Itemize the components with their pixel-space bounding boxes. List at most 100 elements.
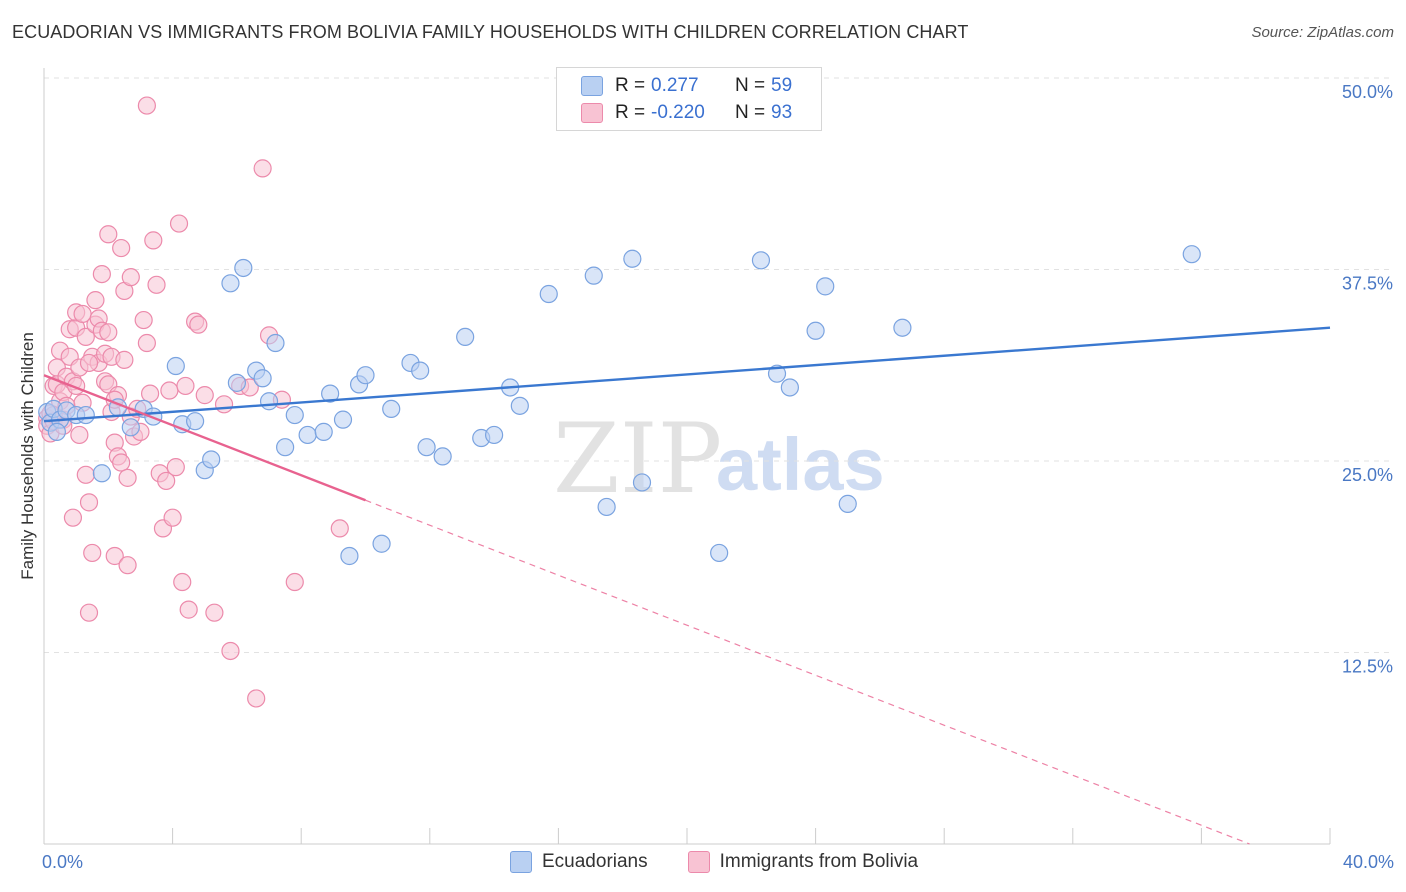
data-point <box>163 508 182 527</box>
data-point <box>79 493 99 512</box>
data-point <box>710 543 729 563</box>
legend-row-ecuadorians: R = 0.277 N = 59 <box>581 73 792 99</box>
n-value: 93 <box>771 102 793 123</box>
watermark: ZIP atlas <box>553 403 885 515</box>
data-point <box>767 364 787 383</box>
data-point <box>623 249 642 268</box>
data-point <box>179 600 198 619</box>
axes <box>43 68 1331 845</box>
legend-item-bolivia[interactable]: Immigrants from Bolivia <box>687 851 919 873</box>
data-point <box>144 231 163 250</box>
legend-label-bolivia: Immigrants from Bolivia <box>719 851 919 872</box>
data-point <box>285 572 304 592</box>
data-point <box>189 315 208 334</box>
data-point <box>221 274 240 293</box>
data-point <box>298 425 317 445</box>
chart-title: ECUADORIAN VS IMMIGRANTS FROM BOLIVIA FA… <box>12 22 969 42</box>
data-point <box>166 356 185 376</box>
data-point <box>76 327 95 347</box>
data-point <box>214 395 234 414</box>
data-point <box>1182 245 1201 264</box>
data-point <box>195 386 214 405</box>
data-point <box>259 392 279 411</box>
data-point <box>333 410 353 429</box>
data-point <box>112 453 131 472</box>
data-point <box>838 494 857 513</box>
grid <box>44 77 1392 653</box>
r-value: -0.220 <box>651 102 705 123</box>
data-point <box>433 447 452 466</box>
data-point <box>893 318 912 337</box>
data-point <box>510 396 529 415</box>
data-point <box>186 412 205 431</box>
legend-swatch-pink <box>581 103 603 123</box>
data-point <box>147 275 166 294</box>
data-point <box>340 546 359 566</box>
data-point <box>92 264 111 284</box>
data-point <box>372 534 391 553</box>
data-point <box>47 422 66 441</box>
data-point <box>456 327 475 347</box>
data-point <box>99 323 118 342</box>
data-point <box>166 458 185 477</box>
data-point <box>417 438 436 457</box>
y-tick-label: 12.5% <box>1342 657 1393 677</box>
watermark-atlas: atlas <box>716 423 885 506</box>
data-point <box>79 603 99 622</box>
data-point <box>140 384 160 403</box>
legend-row-bolivia: R = -0.220 N = 93 <box>581 100 792 126</box>
data-point <box>118 468 137 487</box>
legend-label-ecuadorians: Ecuadorians <box>542 851 648 872</box>
data-point <box>137 96 156 115</box>
series-bolivia-points <box>38 96 349 708</box>
data-point <box>253 159 272 178</box>
series-legend: Ecuadorians Immigrants from Bolivia <box>510 851 958 873</box>
data-point <box>751 251 771 270</box>
data-point <box>276 438 295 457</box>
data-point <box>70 425 89 445</box>
y-tick-label: 37.5% <box>1342 274 1393 294</box>
data-point <box>83 543 102 563</box>
data-point <box>202 450 221 469</box>
y-tick-labels: 12.5% 25.0% 37.5% 50.0% <box>1342 82 1393 677</box>
n-label: N = <box>735 102 766 123</box>
data-point <box>411 361 430 380</box>
watermark-zip: ZIP <box>553 403 722 515</box>
data-point <box>314 422 333 441</box>
data-point <box>121 418 140 437</box>
data-point <box>105 546 124 566</box>
data-point <box>79 353 99 373</box>
data-point <box>321 384 340 403</box>
data-point <box>115 350 134 369</box>
legend-swatch-blue <box>510 851 532 873</box>
correlation-legend: R = 0.277 N = 59 R = -0.220 N = 93 <box>556 67 822 131</box>
data-point <box>285 405 304 425</box>
legend-swatch-blue <box>581 76 603 96</box>
data-point <box>780 378 799 397</box>
data-point <box>266 333 285 353</box>
data-point <box>176 376 195 396</box>
y-tick-label: 50.0% <box>1342 82 1393 102</box>
data-point <box>99 225 118 244</box>
data-point <box>63 508 83 527</box>
data-point <box>539 284 558 304</box>
data-point <box>137 333 156 353</box>
data-point <box>330 519 349 538</box>
data-point <box>227 373 246 392</box>
legend-swatch-pink <box>687 851 710 873</box>
data-point <box>806 321 825 340</box>
n-value: 59 <box>771 75 793 96</box>
x-tick-min: 0.0% <box>42 852 84 872</box>
trend-line-ecuadorians <box>43 326 1331 423</box>
data-point <box>597 497 616 517</box>
trend-line-bolivia <box>43 374 366 502</box>
trend-lines <box>43 326 1331 845</box>
data-point <box>253 369 272 388</box>
data-point <box>157 471 176 491</box>
legend-item-ecuadorians[interactable]: Ecuadorians <box>510 851 648 873</box>
data-point <box>382 399 401 419</box>
n-label: N = <box>735 75 766 96</box>
data-point <box>247 689 266 708</box>
data-point <box>134 310 153 330</box>
